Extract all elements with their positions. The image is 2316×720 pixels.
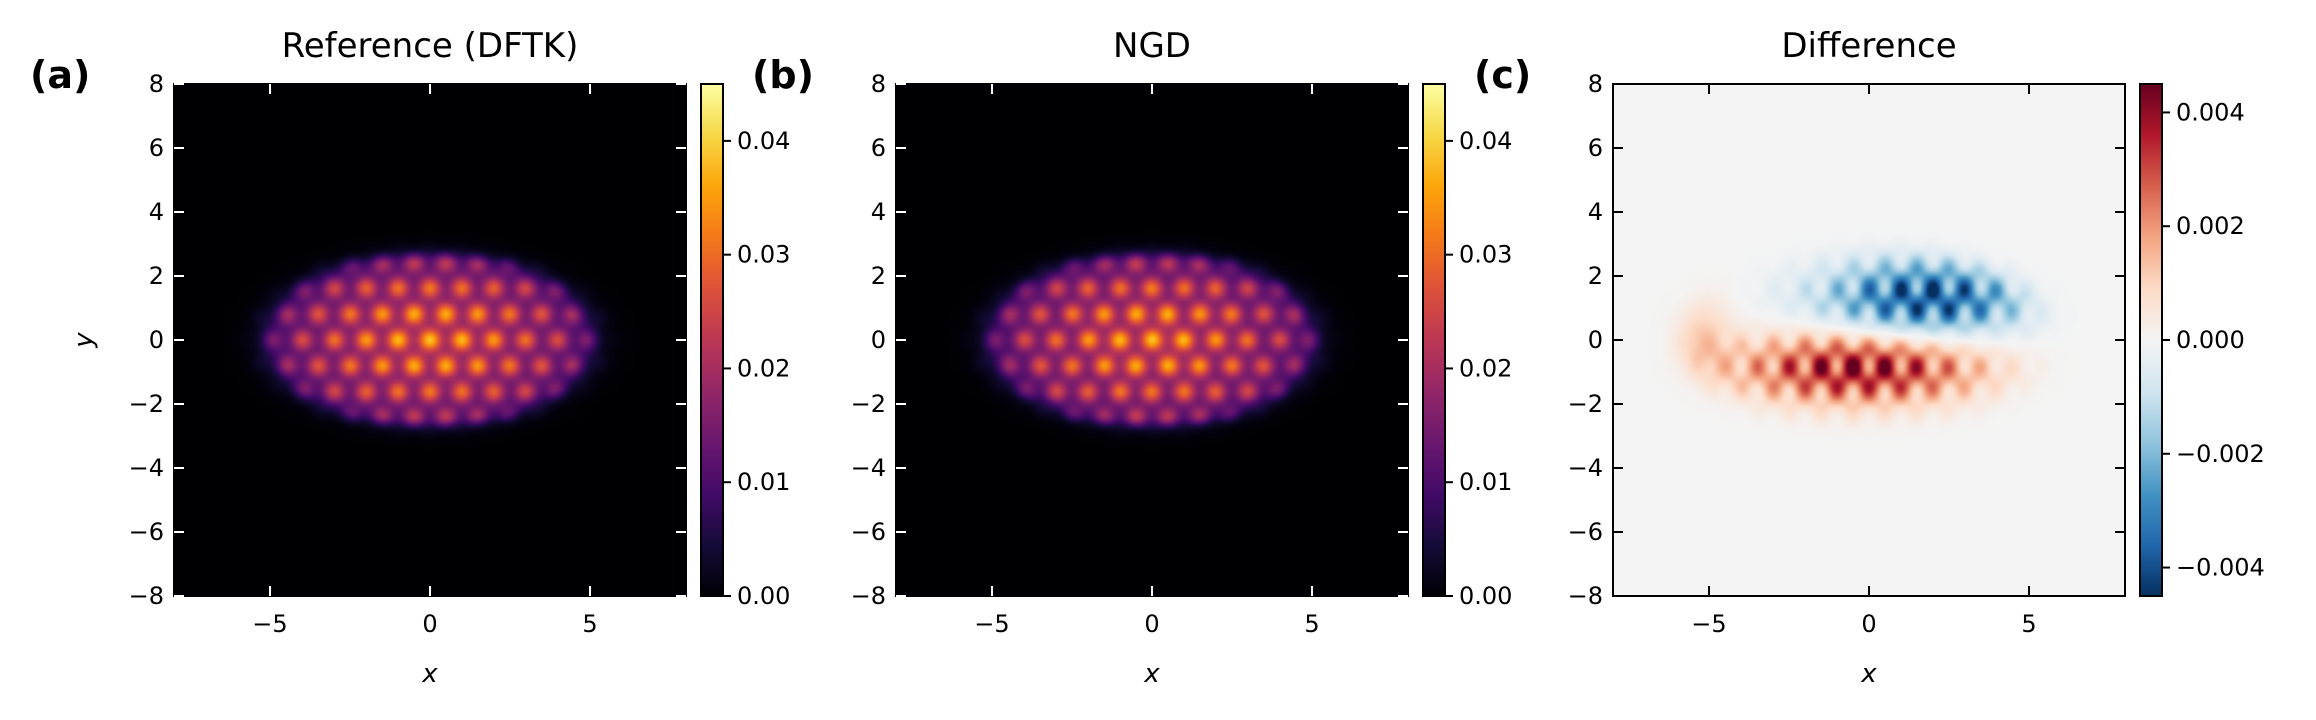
panel-a-xlabel: x — [421, 659, 438, 689]
panel-b-xtick-label: 0 — [1144, 610, 1159, 638]
panel-a-colorbar-tick-label: 0.02 — [737, 354, 790, 382]
panel-b-ytick-label: −4 — [851, 454, 886, 482]
panel-c-xtick-label: 5 — [2021, 610, 2036, 638]
panel-b-colorbar-tick-label: 0.03 — [1459, 241, 1512, 269]
panel-c-heatmap — [1613, 84, 2125, 596]
panel-a-axes: −5 0 5 −8 −6 −4 −2 0 2 4 6 8 — [129, 70, 686, 638]
panel-c-letter: (c) — [1474, 53, 1531, 97]
panel-a-ytick-label: 2 — [149, 262, 164, 290]
panel-b-colorbar-tick-label: 0.02 — [1459, 354, 1512, 382]
panel-c-colorbar-ticks: −0.004 −0.002 0.000 0.002 0.004 — [2162, 98, 2265, 582]
panel-c-ytick-label: 8 — [1588, 70, 1603, 98]
panel-c-ytick-label: 6 — [1588, 134, 1603, 162]
panel-c-ytick-label: 0 — [1588, 326, 1603, 354]
panel-b-ytick-label: −8 — [851, 582, 886, 610]
panel-a-letter: (a) — [30, 53, 90, 97]
panel-a-xtick-label: 5 — [582, 610, 597, 638]
panel-c-colorbar — [2139, 83, 2163, 597]
panel-a-colorbar-tick-label: 0.04 — [737, 127, 790, 155]
panel-c-colorbar-tick-label: 0.004 — [2176, 98, 2245, 126]
panel-b-ytick-label: 0 — [871, 326, 886, 354]
panel-c-title: Difference — [1781, 26, 1956, 66]
panel-b-ytick-label: 6 — [871, 134, 886, 162]
panel-a-ytick-label: 0 — [149, 326, 164, 354]
panel-c-axes: −5 0 5 −8 −6 −4 −2 0 2 4 6 8 — [1568, 70, 2125, 638]
panel-a-title: Reference (DFTK) — [282, 26, 579, 66]
panel-c-colorbar-tick-label: 0.002 — [2176, 212, 2245, 240]
panel-b-title: NGD — [1113, 26, 1191, 66]
panel-c: (c) Difference −5 0 5 −8 −6 −4 −2 0 2 4 6 8 x −0.00… — [1474, 26, 2265, 689]
panel-a: (a) Reference (DFTK) −5 0 5 −8 −6 −4 −2 0 2 4 6 8 x… — [30, 26, 790, 689]
panel-b-colorbar-tick-label: 0.04 — [1459, 127, 1512, 155]
panel-b-heatmap — [896, 84, 1408, 596]
panel-b-colorbar-ticks: 0.00 0.01 0.02 0.03 0.04 — [1445, 127, 1512, 610]
panel-b-ytick-label: 8 — [871, 70, 886, 98]
panel-a-colorbar — [700, 83, 724, 597]
panel-a-ytick-label: −6 — [129, 518, 164, 546]
panel-b-colorbar-tick-label: 0.00 — [1459, 582, 1512, 610]
panel-a-ytick-label: 4 — [149, 198, 164, 226]
panel-b-letter: (b) — [752, 53, 814, 97]
panel-a-colorbar-tick-label: 0.03 — [737, 241, 790, 269]
panel-a-colorbar-tick-label: 0.00 — [737, 582, 790, 610]
panel-a-heatmap — [174, 84, 686, 596]
panel-b-xlabel: x — [1143, 659, 1160, 689]
panel-b-ytick-label: −6 — [851, 518, 886, 546]
panel-c-colorbar-tick-label: −0.004 — [2176, 554, 2265, 582]
panel-c-colorbar-tick-label: 0.000 — [2176, 326, 2245, 354]
panel-b-xtick-label: 5 — [1304, 610, 1319, 638]
panel-a-ytick-label: −8 — [129, 582, 164, 610]
panel-b: (b) NGD −5 0 5 −8 −6 −4 −2 0 2 4 6 8 x 0.00 0.01 0.02… — [752, 26, 1512, 689]
panel-a-xtick-label: −5 — [252, 610, 287, 638]
panel-b-colorbar-tick-label: 0.01 — [1459, 468, 1512, 496]
panel-b-colorbar — [1422, 83, 1446, 597]
panel-c-colorbar-tick-label: −0.002 — [2176, 440, 2265, 468]
panel-c-ytick-label: −2 — [1568, 390, 1603, 418]
panel-c-ytick-label: 4 — [1588, 198, 1603, 226]
panel-c-xtick-label: 0 — [1861, 610, 1876, 638]
panel-b-ytick-label: 2 — [871, 262, 886, 290]
panel-b-ytick-label: 4 — [871, 198, 886, 226]
panel-c-ytick-label: −6 — [1568, 518, 1603, 546]
panel-a-colorbar-tick-label: 0.01 — [737, 468, 790, 496]
panel-a-ytick-label: 8 — [149, 70, 164, 98]
panel-a-ytick-label: −4 — [129, 454, 164, 482]
panel-a-ytick-label: −2 — [129, 390, 164, 418]
panel-a-ytick-label: 6 — [149, 134, 164, 162]
panel-b-ytick-label: −2 — [851, 390, 886, 418]
panel-c-xlabel: x — [1860, 659, 1877, 689]
panel-a-colorbar-ticks: 0.00 0.01 0.02 0.03 0.04 — [723, 127, 790, 610]
panel-c-ytick-label: −8 — [1568, 582, 1603, 610]
panel-b-axes: −5 0 5 −8 −6 −4 −2 0 2 4 6 8 — [851, 70, 1408, 638]
panel-c-ytick-label: −4 — [1568, 454, 1603, 482]
panel-c-ytick-label: 2 — [1588, 262, 1603, 290]
panel-a-ylabel: y — [69, 332, 99, 349]
panel-c-xtick-label: −5 — [1691, 610, 1726, 638]
panel-a-xtick-label: 0 — [422, 610, 437, 638]
panel-b-xtick-label: −5 — [974, 610, 1009, 638]
